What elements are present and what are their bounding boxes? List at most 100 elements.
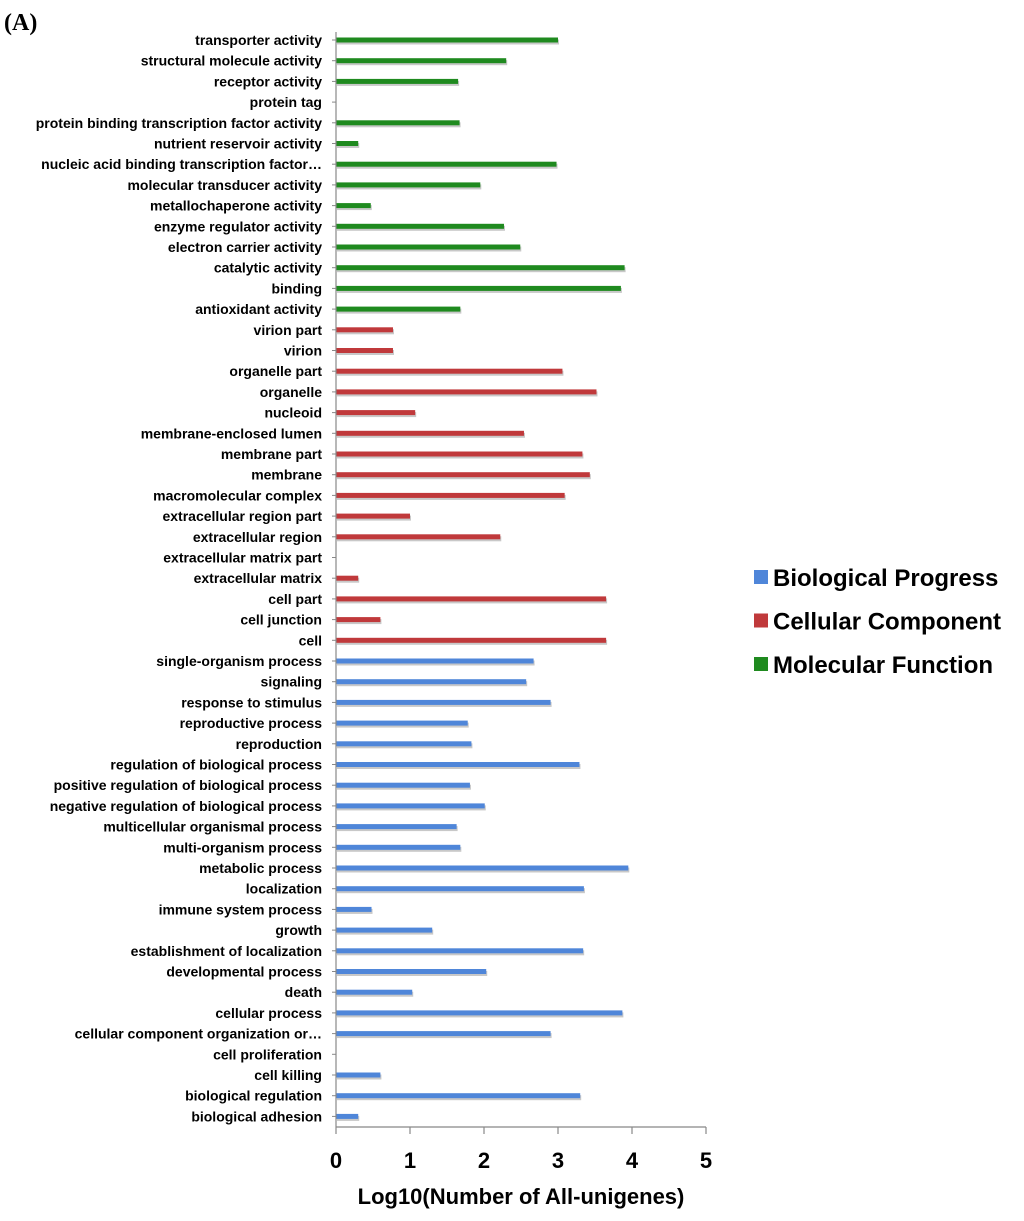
bar [336,596,607,602]
category-label: response to stimulus [181,694,322,710]
category-label: nucleic acid binding transcription facto… [41,156,322,172]
category-label: binding [271,280,322,296]
category-label: organelle [260,384,322,400]
bar [336,762,580,767]
bar [336,348,393,353]
bar [336,679,527,685]
bar [336,575,359,581]
bar [336,1093,581,1099]
category-label: single-organism process [156,653,322,669]
category-label: electron carrier activity [168,239,322,255]
bar [336,306,461,312]
category-label: cell junction [240,612,322,628]
bar [336,927,433,933]
bar [336,37,558,43]
category-label: virion [284,343,322,359]
category-label: membrane-enclosed lumen [141,425,322,441]
bar [336,78,459,84]
category-label: biological adhesion [191,1108,322,1124]
category-label: macromolecular complex [153,487,322,503]
category-label: protein binding transcription factor act… [36,115,322,131]
legend-label: Molecular Function [773,652,993,679]
bar [336,844,461,850]
bar [336,906,372,912]
x-tick-label: 4 [626,1148,639,1173]
category-label: positive regulation of biological proces… [54,777,323,793]
category-label: cellular component organization or… [75,1026,322,1042]
category-label: structural molecule activity [141,53,323,69]
category-label: cell [299,632,322,648]
panel-label: (A) [4,10,37,36]
bar [336,223,504,229]
bar [336,492,565,498]
category-label: transporter activity [195,32,322,48]
bar [336,265,625,271]
bars-layer [336,37,630,1121]
category-label: establishment of localization [131,943,322,959]
bar [336,1113,359,1119]
bar [336,1031,551,1037]
bar [336,534,501,540]
category-label: localization [246,881,322,897]
category-label: reproductive process [180,715,323,731]
category-label: nutrient reservoir activity [154,136,322,152]
bar [336,699,551,705]
bar [336,327,393,333]
bar [336,741,472,747]
category-label: regulation of biological process [110,757,322,773]
category-label: cellular process [215,1005,322,1021]
category-label: membrane part [221,446,322,462]
bar [336,989,413,995]
category-label: extracellular matrix [194,570,323,586]
category-label: signaling [261,674,322,690]
legend-swatch [754,613,768,628]
x-tick-label: 0 [330,1148,342,1173]
bar [336,886,584,892]
category-label: developmental process [166,964,322,980]
legend: Biological Progress Cellular Component Mol… [754,565,1001,679]
category-label: virion part [254,322,323,338]
bar [336,948,584,954]
category-label: negative regulation of biological proces… [50,798,322,814]
legend-label: Biological Progress [773,565,998,592]
bar [336,203,371,209]
bar [336,120,460,126]
bar [336,969,487,974]
bar [336,513,410,519]
category-label: metallochaperone activity [150,198,322,214]
x-axis-title: Log10(Number of All-unigenes) [358,1184,685,1209]
category-labels: transporter activity structural molecule … [36,32,323,1124]
x-tick-label: 2 [478,1148,490,1173]
bar [336,451,583,457]
bar [336,368,563,374]
bar [336,141,359,146]
category-label: metabolic process [199,860,322,876]
x-ticks: 0 1 2 3 4 5 [330,1127,712,1173]
bar [336,430,524,436]
category-label: enzyme regulator activity [154,218,322,234]
bar [336,637,607,643]
category-label: antioxidant activity [195,301,322,317]
bar [336,410,416,416]
bar [336,472,590,478]
bar [336,865,629,871]
category-label: receptor activity [214,73,322,89]
legend-swatch [754,570,768,584]
axes [332,32,706,1128]
x-tick-label: 1 [404,1148,416,1173]
category-label: reproduction [236,736,322,752]
category-label: nucleoid [264,405,322,421]
bar [336,182,481,188]
category-label: growth [275,922,322,938]
category-label: extracellular region [193,529,322,545]
legend-label: Cellular Component [773,609,1001,636]
category-label: extracellular matrix part [163,550,322,566]
bar [336,285,621,291]
x-tick-label: 5 [700,1148,712,1173]
category-label: cell proliferation [213,1046,322,1062]
category-label: membrane [251,467,322,483]
category-label: immune system process [159,901,323,917]
bar [336,658,534,664]
